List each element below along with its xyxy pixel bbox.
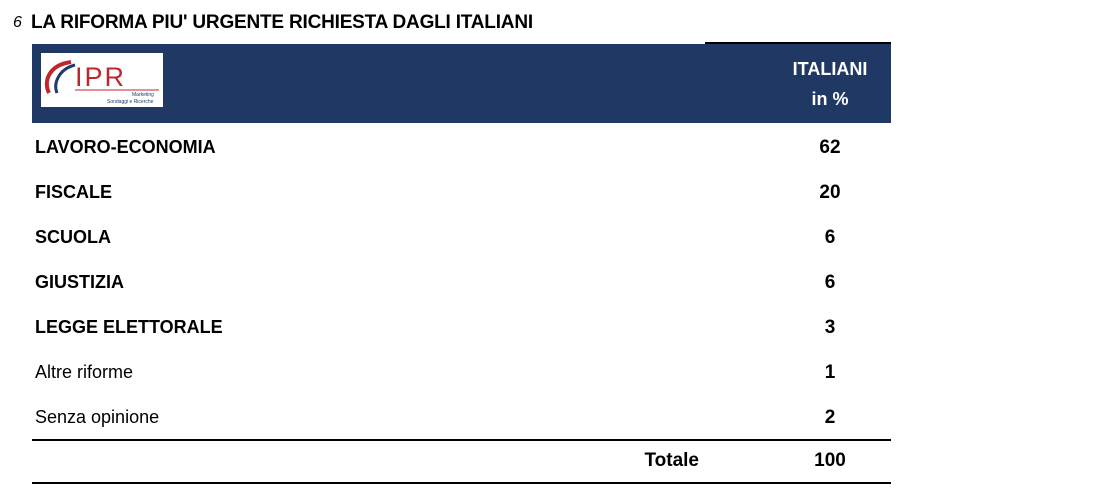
question-title: LA RIFORMA PIU' URGENTE RICHIESTA DAGLI … bbox=[31, 12, 533, 33]
table-row: GIUSTIZIA 6 bbox=[32, 260, 891, 305]
row-label: Altre riforme bbox=[35, 362, 134, 382]
row-label: GIUSTIZIA bbox=[35, 272, 124, 292]
row-value: 6 bbox=[824, 271, 836, 293]
row-label: FISCALE bbox=[35, 182, 113, 202]
table-row: Senza opinione 2 bbox=[32, 395, 891, 440]
row-value: 20 bbox=[819, 181, 841, 203]
row-value: 2 bbox=[824, 406, 836, 428]
row-value: 3 bbox=[824, 316, 836, 338]
total-value: 100 bbox=[814, 450, 846, 471]
table-row: SCUOLA 6 bbox=[32, 215, 891, 260]
table-header: IPR Marketing Sondaggi e Ricerche ITALIA… bbox=[32, 44, 891, 123]
table-row: LEGGE ELETTORALE 3 bbox=[32, 305, 891, 350]
column-header-line2: in % bbox=[811, 88, 849, 109]
total-bottom-rule bbox=[32, 482, 891, 484]
question-number: 6 bbox=[13, 14, 22, 31]
row-label: SCUOLA bbox=[35, 227, 111, 247]
header-top-rule bbox=[705, 42, 891, 44]
table-row: FISCALE 20 bbox=[32, 170, 891, 215]
row-label: Senza opinione bbox=[35, 407, 160, 427]
table-row: Altre riforme 1 bbox=[32, 350, 891, 395]
total-row: Totale 100 bbox=[32, 441, 891, 481]
column-header-line1: ITALIANI bbox=[792, 58, 868, 79]
table-row: LAVORO-ECONOMIA 62 bbox=[32, 125, 891, 170]
row-value: 6 bbox=[824, 226, 836, 248]
column-header-italiani: ITALIANI in % bbox=[737, 44, 923, 123]
logo-text: IPR bbox=[75, 62, 126, 92]
total-top-rule bbox=[32, 439, 891, 441]
logo-subtext-2: Sondaggi e Ricerche bbox=[107, 99, 154, 105]
row-label: LEGGE ELETTORALE bbox=[35, 317, 223, 337]
question-title-row: 6 LA RIFORMA PIU' URGENTE RICHIESTA DAGL… bbox=[13, 11, 533, 35]
logo-subtext-1: Marketing bbox=[132, 92, 154, 98]
ipr-logo: IPR Marketing Sondaggi e Ricerche bbox=[41, 53, 163, 107]
row-value: 1 bbox=[824, 361, 836, 383]
row-label: LAVORO-ECONOMIA bbox=[35, 137, 216, 157]
row-value: 62 bbox=[819, 136, 841, 158]
ipr-logo-graphic: IPR Marketing Sondaggi e Ricerche bbox=[41, 53, 163, 107]
total-label: Totale bbox=[644, 450, 699, 471]
